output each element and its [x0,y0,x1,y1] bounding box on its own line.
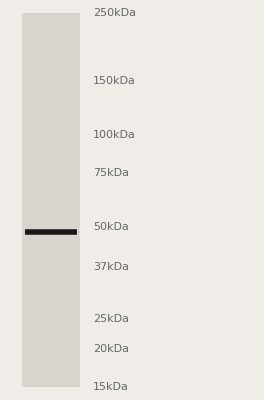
Text: 37kDa: 37kDa [93,262,129,272]
Text: 100kDa: 100kDa [93,130,136,140]
Bar [22,13,80,387]
Text: 50kDa: 50kDa [93,222,129,232]
Text: 250kDa: 250kDa [93,8,136,18]
Text: 150kDa: 150kDa [93,76,136,86]
Text: 25kDa: 25kDa [93,314,129,324]
Text: 15kDa: 15kDa [93,382,129,392]
Text: 20kDa: 20kDa [93,344,129,354]
Text: 75kDa: 75kDa [93,168,129,178]
